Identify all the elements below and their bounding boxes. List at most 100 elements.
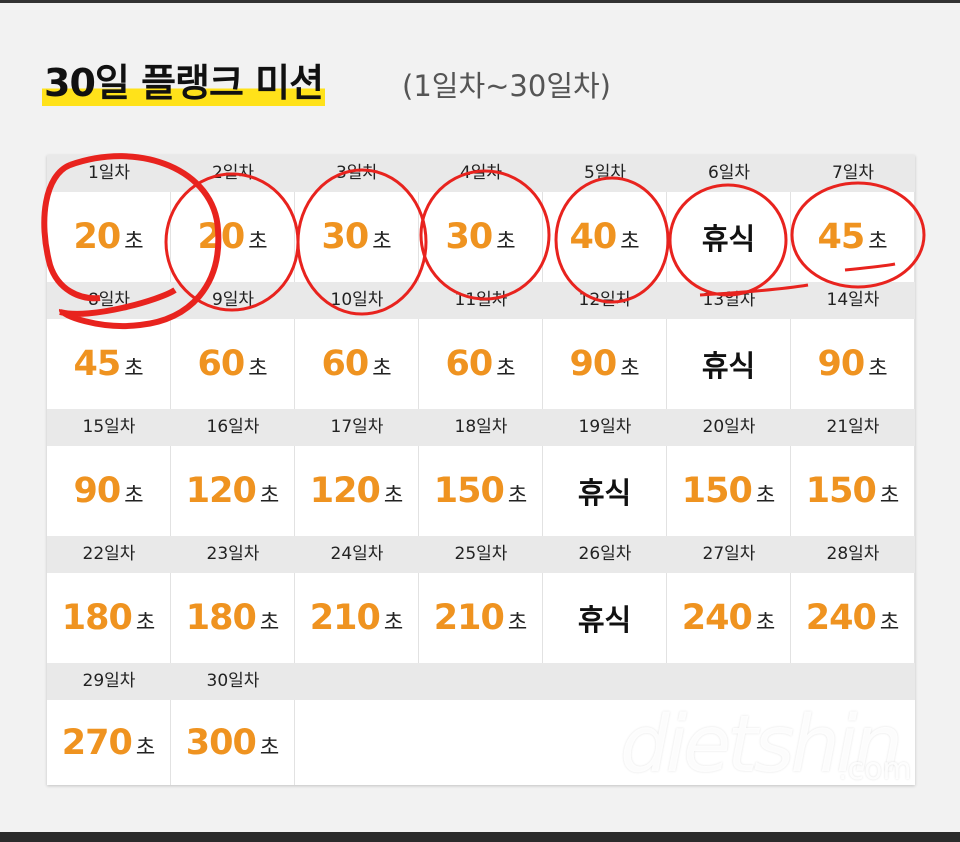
seconds: 90 [73, 471, 121, 511]
day-cell: 60 초 [419, 319, 543, 409]
day-cell: 40 초 [543, 192, 667, 282]
seconds: 45 [817, 217, 865, 257]
unit: 초 [496, 356, 516, 380]
unit: 초 [879, 483, 900, 507]
header-row [47, 409, 915, 446]
unit: 초 [868, 356, 888, 380]
unit: 초 [248, 356, 268, 380]
day-cell: 150 초 [419, 446, 543, 536]
seconds: 60 [321, 344, 369, 384]
seconds: 300 [185, 722, 257, 763]
unit: 초 [259, 734, 280, 759]
day-label: 30일차 [206, 671, 260, 691]
seconds: 180 [61, 598, 133, 638]
day-cell: 210 초 [295, 573, 419, 663]
day-label: 13일차 [702, 290, 756, 310]
day-cell: 210 초 [419, 573, 543, 663]
day-label: 14일차 [826, 290, 880, 310]
day-cell: 20 초 [171, 192, 295, 282]
day-cell: 45 초 [791, 192, 915, 282]
seconds: 45 [73, 344, 121, 384]
day-label: 9일차 [211, 290, 255, 310]
day-cell: 120 초 [171, 446, 295, 536]
day-cell: 20 초 [47, 192, 171, 282]
seconds: 90 [817, 344, 865, 384]
header-row [47, 663, 915, 700]
day-label: 8일차 [87, 290, 131, 310]
schedule-table: 1일차 20 초 2일차 20 초 3일차 30 초 4일차 30 초 5일차 40 초 6일차 휴식 7일차 45… [47, 155, 915, 785]
seconds: 90 [569, 344, 617, 384]
unit: 초 [135, 734, 156, 759]
day-label: 19일차 [578, 417, 632, 437]
day-cell: 270 초 [47, 700, 171, 785]
day-label: 20일차 [702, 417, 756, 437]
unit: 초 [259, 483, 280, 507]
unit: 초 [124, 356, 144, 380]
seconds: 60 [197, 344, 245, 384]
seconds: 240 [681, 598, 753, 638]
unit: 초 [755, 610, 776, 634]
day-cell: 30 초 [295, 192, 419, 282]
day-label: 29일차 [82, 671, 136, 691]
unit: 초 [507, 483, 528, 507]
day-label: 6일차 [707, 163, 751, 183]
watermark-domain: .com [838, 752, 912, 787]
day-label: 11일차 [454, 290, 508, 310]
unit: 초 [879, 610, 900, 634]
unit: 초 [372, 229, 392, 253]
day-label: 28일차 [826, 544, 880, 564]
rest-day: 휴식 [701, 222, 756, 256]
day-label: 15일차 [82, 417, 136, 437]
day-label: 18일차 [454, 417, 508, 437]
seconds: 150 [805, 471, 877, 511]
day-cell: 45 초 [47, 319, 171, 409]
unit: 초 [868, 229, 888, 253]
unit: 초 [124, 483, 144, 507]
day-cell: 300 초 [171, 700, 295, 785]
seconds: 180 [185, 598, 257, 638]
day-label: 10일차 [330, 290, 384, 310]
day-label: 7일차 [831, 163, 875, 183]
day-label: 16일차 [206, 417, 260, 437]
unit: 초 [383, 610, 404, 634]
unit: 초 [259, 610, 280, 634]
unit: 초 [383, 483, 404, 507]
unit: 초 [755, 483, 776, 507]
subtitle: (1일차~30일차) [402, 69, 611, 103]
seconds: 240 [805, 598, 877, 638]
seconds: 270 [61, 722, 133, 763]
day-label: 22일차 [82, 544, 136, 564]
unit: 초 [248, 229, 268, 253]
day-label: 2일차 [211, 163, 255, 183]
seconds: 30 [321, 217, 369, 257]
day-cell: 90 초 [791, 319, 915, 409]
unit: 초 [620, 229, 640, 253]
day-cell: 휴식 [667, 319, 791, 409]
rest-day: 휴식 [701, 349, 756, 383]
day-cell: 휴식 [543, 446, 667, 536]
seconds: 150 [681, 471, 753, 511]
unit: 초 [496, 229, 516, 253]
day-label: 3일차 [335, 163, 379, 183]
top-bar [0, 0, 960, 3]
day-cell: 90 초 [543, 319, 667, 409]
day-cell: 휴식 [543, 573, 667, 663]
day-label: 5일차 [583, 163, 627, 183]
seconds: 20 [197, 217, 245, 257]
seconds: 210 [309, 598, 381, 638]
watermark: dietshin [620, 700, 903, 790]
day-label: 26일차 [578, 544, 632, 564]
unit: 초 [620, 356, 640, 380]
seconds: 150 [433, 471, 505, 511]
header-row [47, 536, 915, 573]
bottom-bar [0, 832, 960, 842]
day-label: 27일차 [702, 544, 756, 564]
unit: 초 [372, 356, 392, 380]
seconds: 120 [185, 471, 257, 511]
day-label: 17일차 [330, 417, 384, 437]
seconds: 30 [445, 217, 493, 257]
day-cell: 180 초 [47, 573, 171, 663]
unit: 초 [124, 229, 144, 253]
title: 30일 플랭크 미션 [42, 60, 326, 106]
day-label: 1일차 [87, 163, 131, 183]
